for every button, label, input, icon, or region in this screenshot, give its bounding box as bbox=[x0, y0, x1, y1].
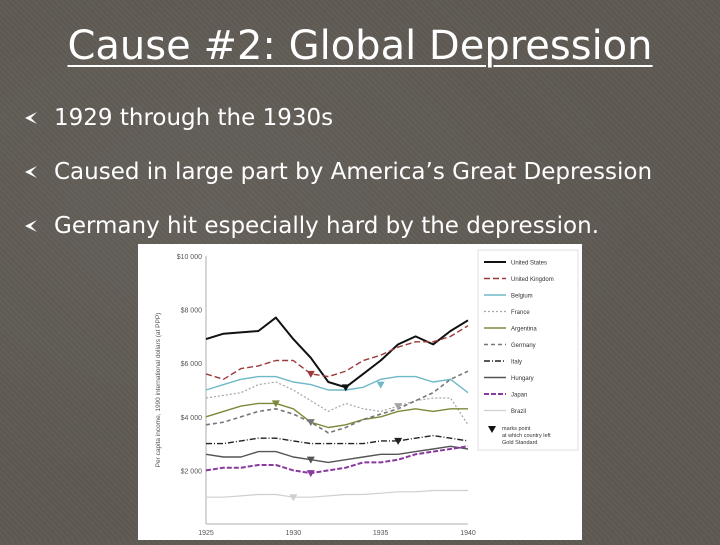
arrowhead-icon bbox=[25, 166, 37, 178]
gold-standard-marker bbox=[306, 419, 315, 427]
y-tick-label: $4 000 bbox=[181, 415, 203, 422]
gold-standard-marker bbox=[306, 370, 315, 378]
bullet-item: Germany hit especially hard by the depre… bbox=[22, 200, 712, 252]
legend-label: Belgium bbox=[511, 294, 533, 300]
x-tick-label: 1935 bbox=[373, 530, 389, 537]
gold-standard-marker bbox=[394, 403, 403, 411]
series-line-france bbox=[205, 381, 469, 426]
legend-label: Hungary bbox=[511, 376, 534, 382]
y-tick-label: $8 000 bbox=[181, 308, 203, 315]
y-tick-label: $6 000 bbox=[181, 361, 203, 368]
gold-standard-marker bbox=[306, 470, 315, 478]
gold-standard-marker bbox=[271, 400, 280, 408]
arrowhead-icon bbox=[25, 220, 37, 232]
legend-label: Japan bbox=[511, 393, 527, 399]
legend-label: United States bbox=[511, 261, 547, 267]
legend-label: Brazil bbox=[511, 409, 526, 415]
x-tick-label: 1930 bbox=[286, 530, 302, 537]
y-tick-label: $2 000 bbox=[181, 468, 203, 475]
series-line-japan bbox=[205, 445, 469, 475]
gold-standard-marker bbox=[394, 437, 403, 445]
x-tick-label: 1925 bbox=[198, 530, 214, 537]
legend-marker-label: marks point at which country left Gold Sta… bbox=[502, 426, 551, 446]
bullet-item: 1929 through the 1930s bbox=[22, 92, 712, 144]
bullet-item: Caused in large part by America’s Great … bbox=[22, 146, 712, 198]
gold-standard-marker bbox=[306, 456, 315, 464]
series-line-germany bbox=[205, 370, 469, 434]
legend-label: Italy bbox=[511, 360, 522, 366]
series-line-brazil bbox=[206, 489, 468, 498]
x-tick-label: 1940 bbox=[460, 530, 476, 537]
gold-standard-marker bbox=[289, 494, 298, 502]
y-axis-label: Per capita income, 1990 international do… bbox=[155, 313, 162, 468]
y-tick-label: $10 000 bbox=[177, 254, 202, 261]
gold-standard-marker bbox=[341, 384, 350, 392]
series-line-argentina bbox=[205, 402, 468, 429]
income-line-chart: $2 000 $4 000 $6 000 $8 000 $10 000 1925 1930 1… bbox=[155, 249, 579, 537]
legend-label: France bbox=[511, 310, 530, 316]
legend-marker-swatch bbox=[488, 426, 496, 433]
legend-box bbox=[477, 249, 579, 451]
series-line-united-states bbox=[205, 316, 469, 389]
gold-standard-marker bbox=[376, 381, 385, 389]
series-line-hungary bbox=[205, 445, 469, 464]
bullet-text: Caused in large part by America’s Great … bbox=[54, 159, 653, 185]
series-line-italy bbox=[206, 434, 469, 445]
arrowhead-icon bbox=[25, 112, 37, 124]
slide-title: Cause #2: Global Depression bbox=[67, 23, 653, 69]
bullet-text: Germany hit especially hard by the depre… bbox=[54, 213, 600, 239]
legend-label: Argentina bbox=[511, 327, 537, 333]
bullet-text: 1929 through the 1930s bbox=[54, 105, 334, 131]
income-chart: $2 000 $4 000 $6 000 $8 000 $10 000 1925 1930 1… bbox=[138, 244, 582, 540]
series-line-united-kingdom bbox=[205, 325, 469, 381]
bullet-list: 1929 through the 1930s Caused in large p… bbox=[22, 92, 712, 252]
series-line-belgium bbox=[205, 375, 469, 394]
legend-label: United Kingdom bbox=[511, 277, 554, 283]
legend-label: Germany bbox=[511, 343, 536, 349]
